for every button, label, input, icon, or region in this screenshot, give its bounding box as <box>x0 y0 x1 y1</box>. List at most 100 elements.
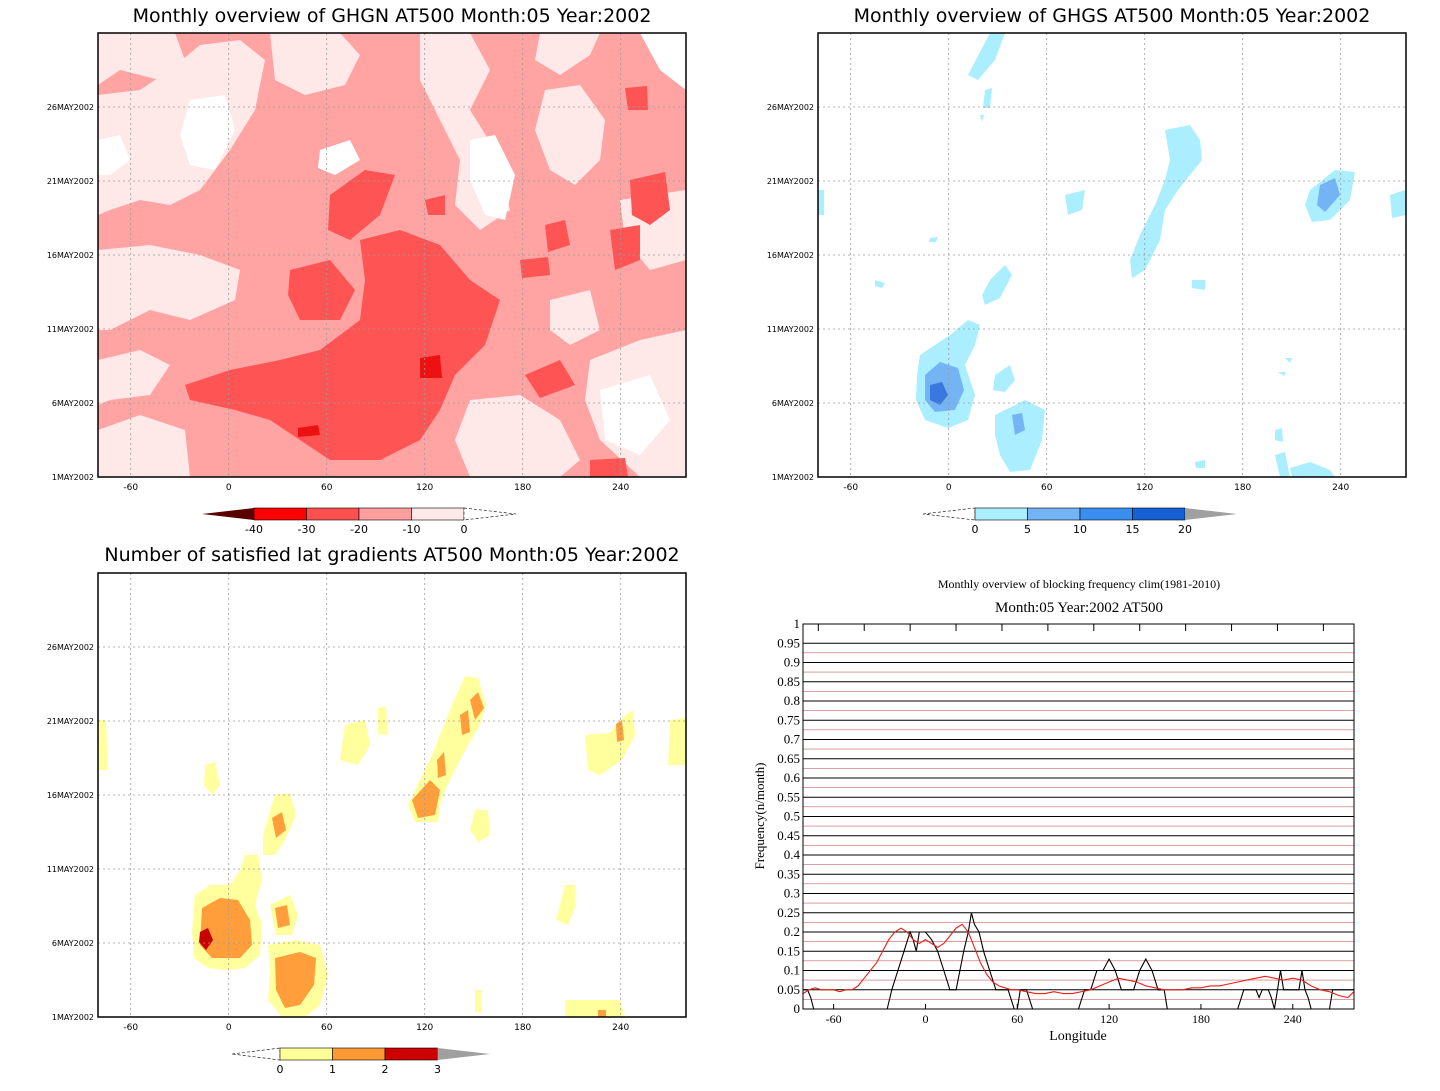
y-tick-label: 1MAY2002 <box>52 473 94 482</box>
contour-region <box>460 710 470 735</box>
y-tick-label: 11MAY2002 <box>47 865 94 874</box>
y-tick-label: 16MAY2002 <box>767 251 814 260</box>
y-tick-label: 0.5 <box>784 809 800 824</box>
contour-field <box>98 573 686 1017</box>
x-tick-label: 120 <box>416 483 433 493</box>
contour-region <box>328 170 395 240</box>
contour-region <box>470 692 484 720</box>
colorbar-label: 20 <box>1178 523 1192 536</box>
contour-region <box>875 280 885 288</box>
contour-region <box>270 33 360 95</box>
colorbar-label: 10 <box>1073 523 1087 536</box>
colorbar-label: -30 <box>298 523 316 536</box>
contour-region <box>1317 178 1340 212</box>
colorbar-below-triangle <box>922 507 976 521</box>
y-axis: 0 0.05 0.1 0.15 0.2 0.25 0.3 0.35 0.4 0.45 0.5 0.55… <box>777 616 800 1016</box>
colorbar-below-triangle <box>202 508 254 520</box>
contour-field <box>98 33 686 477</box>
contour-region <box>98 135 130 175</box>
contour-region <box>475 990 482 1012</box>
contour-region <box>668 718 686 765</box>
contour-region <box>520 257 550 278</box>
y-tick-label: 0.55 <box>777 789 800 804</box>
y-tick-label: 0.85 <box>777 674 800 689</box>
colorbar-above-triangle <box>463 507 517 521</box>
contour-region <box>565 1000 625 1017</box>
colorbar: 0 1 2 3 <box>231 1047 490 1076</box>
grid <box>98 573 686 1017</box>
contour-region <box>185 230 500 460</box>
grid <box>98 33 686 477</box>
x-axis-label: Longitude <box>1049 1029 1107 1044</box>
colorbar-label: 15 <box>1126 523 1140 536</box>
y-tick-label: 26MAY2002 <box>767 103 814 112</box>
contour-region <box>640 33 686 90</box>
contour-region <box>437 752 446 778</box>
contour-region <box>340 720 370 765</box>
chart-subtitle: Month:05 Year:2002 AT500 <box>995 600 1163 616</box>
y-tick-label: 16MAY2002 <box>47 791 94 800</box>
y-tick-label: 21MAY2002 <box>47 177 94 186</box>
y-axis: 1MAY2002 6MAY2002 11MAY2002 16MAY2002 21… <box>47 103 94 482</box>
contour-region <box>98 245 240 330</box>
contour-region <box>818 33 1406 477</box>
colorbar-swatch <box>1027 507 1081 521</box>
colorbar-swatch <box>384 1047 438 1061</box>
x-tick-label: -60 <box>123 483 138 493</box>
contour-region <box>556 885 576 925</box>
x-tick-label: 60 <box>321 1023 333 1033</box>
contour-region <box>535 85 605 185</box>
y-tick-label: 21MAY2002 <box>47 717 94 726</box>
colorbar-swatch <box>358 507 412 521</box>
x-tick-label: 180 <box>1192 1012 1210 1026</box>
chart-title: Monthly overview of GHGN AT500 Month:05 … <box>133 5 652 27</box>
contour-region <box>199 928 213 950</box>
contour-region <box>929 237 938 242</box>
plot-frame <box>97 572 687 1018</box>
x-tick-label: 240 <box>612 1023 629 1033</box>
colorbar-swatch <box>306 507 360 521</box>
contour-region <box>616 720 624 742</box>
y-tick-label: 26MAY2002 <box>47 643 94 652</box>
y-tick-label: 0 <box>794 1001 801 1016</box>
contour-region <box>470 810 490 842</box>
y-tick-label: 0.65 <box>777 751 800 766</box>
x-axis: -60 0 60 120 180 240 <box>843 483 1349 493</box>
contour-region <box>98 573 686 1017</box>
x-tick-label: 0 <box>226 483 232 493</box>
colorbar-below-triangle <box>231 1047 281 1061</box>
colorbar-label: 3 <box>434 1063 441 1076</box>
contour-region <box>1065 190 1085 215</box>
colorbar-label: 0 <box>461 523 468 536</box>
y-tick-label: 6MAY2002 <box>52 399 94 408</box>
x-axis: -60 0 60 120 180 240 <box>817 624 1324 1026</box>
contour-region <box>1275 428 1283 442</box>
colorbar-swatch <box>279 1047 333 1061</box>
y-tick-label: 0.25 <box>777 905 800 920</box>
y-tick-label: 11MAY2002 <box>47 325 94 334</box>
y-tick-label: 1MAY2002 <box>772 473 814 482</box>
contour-region <box>98 33 185 85</box>
contour-region <box>590 458 628 477</box>
plot-frame <box>97 32 687 478</box>
x-tick-label: 0 <box>922 1012 928 1026</box>
series-line-1 <box>802 923 1355 999</box>
y-tick-label: 0.3 <box>784 886 800 901</box>
y-tick-label: 0.1 <box>784 963 800 978</box>
y-tick-label: 16MAY2002 <box>47 251 94 260</box>
contour-region <box>288 260 355 320</box>
contour-region <box>1195 460 1205 468</box>
contour-region <box>204 762 220 795</box>
colorbar-swatch <box>253 507 307 521</box>
lat-gradients-panel: Number of satisfied lat gradients AT500 … <box>47 544 687 1076</box>
grid <box>803 642 1354 1000</box>
colorbar-label: -40 <box>245 523 263 536</box>
y-axis: 1MAY2002 6MAY2002 11MAY2002 16MAY2002 21… <box>767 103 814 482</box>
contour-region <box>98 40 265 215</box>
y-tick-label: 0.2 <box>784 924 800 939</box>
colorbar: 0 5 10 15 20 <box>922 507 1237 536</box>
y-tick-label: 11MAY2002 <box>767 325 814 334</box>
contour-region <box>180 95 235 170</box>
x-tick-label: 180 <box>1234 483 1251 493</box>
contour-region <box>550 290 600 345</box>
